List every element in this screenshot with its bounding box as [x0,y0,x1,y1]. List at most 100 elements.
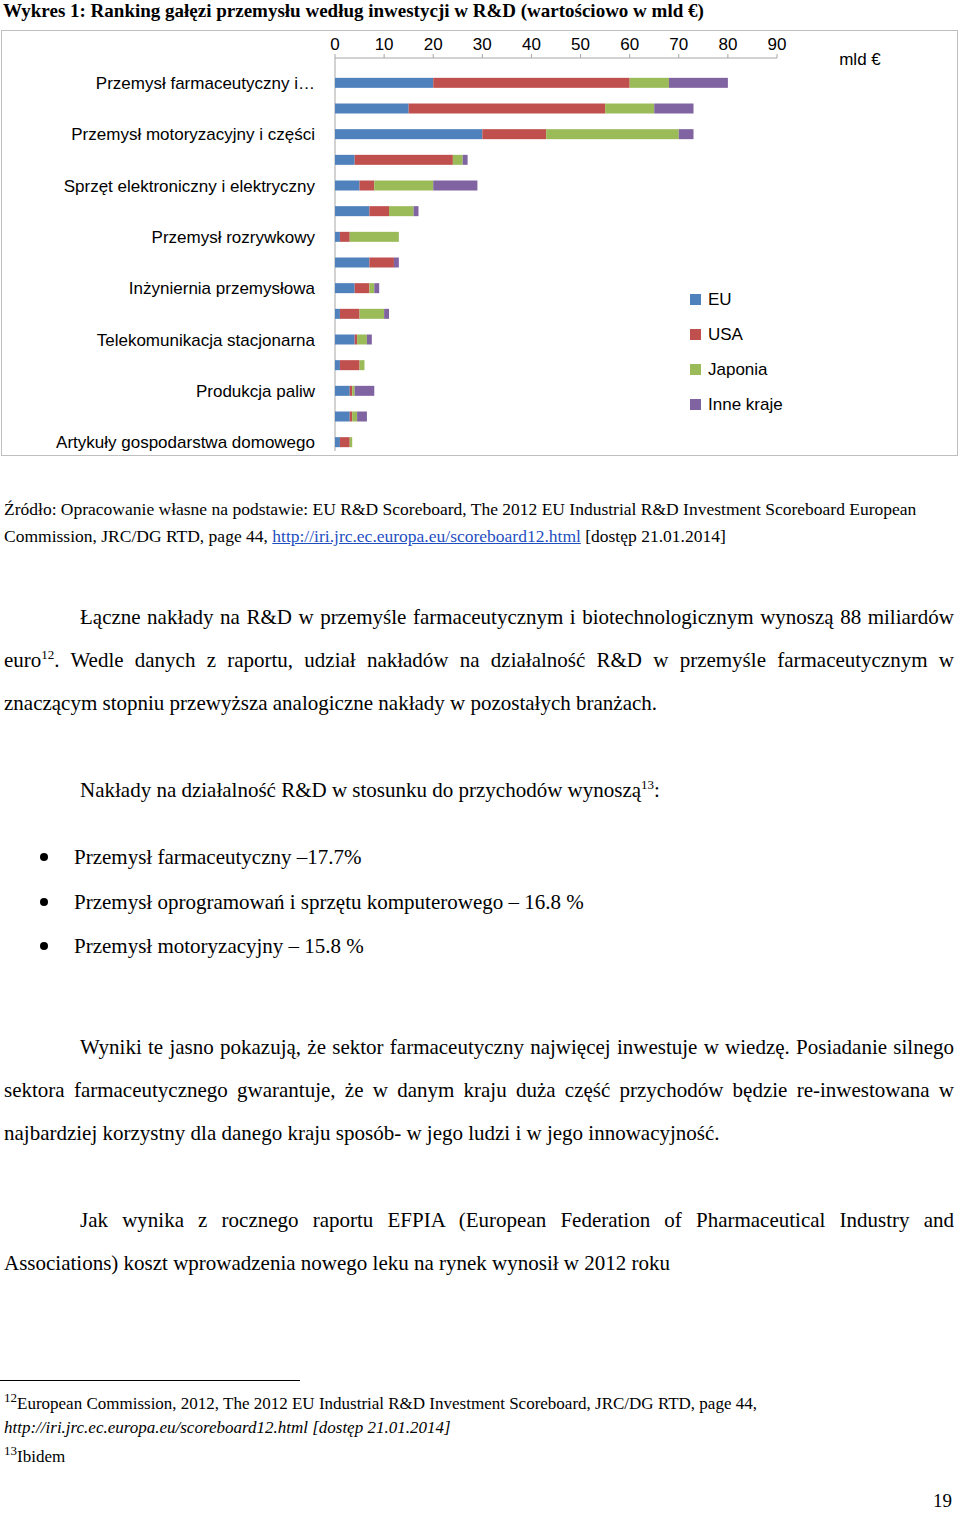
category-label: Inżyniernia przemysłowa [129,279,316,298]
x-tick-label: 30 [473,35,492,54]
bar-segment [335,258,369,268]
bar-segment [355,283,370,293]
bar-segment [605,104,654,114]
x-tick [629,54,630,58]
x-tick [384,54,385,58]
bullet-dot [40,853,48,861]
bar-segment [374,283,379,293]
footnote: 12European Commission, 2012, The 2012 EU… [4,1392,949,1440]
x-axis-line [335,58,777,59]
bar-segment [364,360,365,370]
x-tick-label: 10 [375,35,394,54]
bar-segment [335,232,340,242]
chart-frame [2,31,958,456]
category-label: Artykuły gospodarstwa domowego [56,433,315,452]
x-tick-label: 80 [718,35,737,54]
bar-segment [335,335,355,345]
source-access: [dostęp 21.01.2014] [581,526,726,546]
x-tick [580,54,581,58]
category-label: Sprzęt elektroniczny i elektryczny [64,177,316,196]
paragraph-text: Jak wynika z rocznego raportu EFPIA (Eur… [4,1208,954,1275]
bar-segment [369,258,394,268]
bar-segment [350,232,399,242]
legend: EUUSAJaponiaInne kraje [690,290,783,414]
bullet-text: Przemysł farmaceutyczny –17.7% [74,845,361,869]
source-link: http://iri.jrc.ec.europa.eu/scoreboard12… [272,526,581,546]
bar-segment [335,309,340,319]
footnote-ref: 12 [41,647,54,662]
bar-segment [482,129,546,139]
chart-title: Wykres 1: Ranking gałęzi przemysłu wedłu… [3,0,704,22]
bar-segment [340,309,360,319]
bar-segment [374,181,433,191]
bar-segment [367,335,372,345]
bar-segment [357,412,367,422]
x-tick [433,54,434,58]
legend-label: USA [708,325,744,344]
page-number-text: 19 [933,1490,952,1511]
bar-segment [335,181,360,191]
footnote-rule [0,1380,300,1381]
bar-segment [360,181,375,191]
bar-segment [335,206,369,216]
bar-segment [335,155,355,165]
legend-label: EU [708,290,732,309]
legend-swatch [690,399,701,410]
bar-segment [369,283,374,293]
bar-segment [335,283,355,293]
legend-label: Japonia [708,360,768,379]
bullet-item: Przemysł farmaceutyczny –17.7% [74,836,361,879]
bar-segment [409,104,605,114]
footnote-number: 12 [4,1390,17,1405]
x-tick [678,54,679,58]
bar-segment [335,437,340,447]
x-axis-label: mld € [839,50,881,69]
footnote-text: Ibidem [17,1447,65,1466]
bar-segment [433,78,629,88]
category-label: Przemysł motoryzacyjny i części [71,125,315,144]
category-label: Przemysł farmaceutyczny i… [96,74,315,93]
bullet-dot [40,942,48,950]
category-label: Telekomunikacja stacjonarna [97,331,316,350]
paragraph: Łączne nakłady na R&D w przemyśle farmac… [4,596,954,725]
bar-segment [679,129,694,139]
paragraph-text: Wyniki te jasno pokazują, że sektor farm… [4,1035,954,1145]
x-tick-label: 70 [669,35,688,54]
x-tick [482,54,483,58]
bar-segment [340,360,360,370]
x-tick-label: 20 [424,35,443,54]
bar-segment [654,104,693,114]
bar-segment [630,78,669,88]
bullet-item: Przemysł oprogramowań i sprzętu komputer… [74,881,584,924]
bar-segment [352,386,354,396]
bar-segment [350,412,352,422]
bar-segment [352,437,353,447]
bar-segment [433,181,477,191]
x-tick-label: 60 [620,35,639,54]
bar-segment [350,386,352,396]
footnote-ref: 13 [641,777,654,792]
footnote: 13Ibidem [4,1445,949,1469]
x-tick [335,54,336,58]
bar-segment [352,412,357,422]
bullet-text: Przemysł oprogramowań i sprzętu komputer… [74,890,584,914]
paragraph: Jak wynika z rocznego raportu EFPIA (Eur… [4,1199,954,1285]
bar-segment [340,437,350,447]
x-tick [727,54,728,58]
bars [335,78,728,447]
legend-swatch [690,329,701,340]
bar-segment [335,386,350,396]
bar-segment [389,206,414,216]
bullet-item: Przemysł motoryzacyjny – 15.8 % [74,925,364,968]
bar-segment [546,129,679,139]
chart: 0102030405060708090mld €Przemysł farmace… [0,0,960,460]
bar-segment [360,360,365,370]
x-tick-label: 50 [571,35,590,54]
bar-segment [355,155,453,165]
bar-segment [335,129,482,139]
bar-segment [369,206,389,216]
bar-segment [340,232,350,242]
bar-segment [335,412,350,422]
page-number: 19 [933,1490,952,1512]
source-note: Źródło: Opracowanie własne na podstawie:… [4,496,954,550]
